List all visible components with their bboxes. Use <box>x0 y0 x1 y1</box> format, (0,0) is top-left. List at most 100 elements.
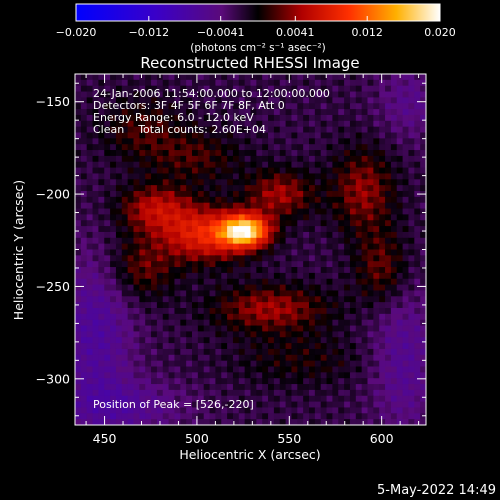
heatmap-cell <box>344 325 351 332</box>
heatmap-cell <box>104 226 111 233</box>
heatmap-cell <box>332 343 339 350</box>
heatmap-cell <box>110 360 117 368</box>
heatmap-cell <box>133 120 140 128</box>
heatmap-cell <box>420 261 426 268</box>
heatmap-cell <box>168 389 176 397</box>
heatmap-cell <box>420 155 426 163</box>
heatmap-cell <box>268 179 275 186</box>
heatmap-cell <box>256 220 263 227</box>
heatmap-cell <box>390 354 398 362</box>
heatmap-cell <box>408 103 415 110</box>
heatmap-cell <box>86 366 94 373</box>
heatmap-cell <box>303 97 310 104</box>
heatmap-cell <box>390 185 398 192</box>
heatmap-cell <box>338 231 345 239</box>
heatmap-cell <box>326 389 333 397</box>
heatmap-cell <box>250 366 257 373</box>
heatmap-cell <box>250 161 257 169</box>
heatmap-cell <box>349 360 357 368</box>
heatmap-cell <box>385 144 392 151</box>
heatmap-cell <box>268 308 275 315</box>
heatmap-cell <box>262 161 269 169</box>
heatmap-cell <box>145 384 152 391</box>
heatmap-cell <box>98 360 105 368</box>
heatmap-cell <box>192 313 199 321</box>
heatmap-cell <box>115 348 123 356</box>
heatmap-cell <box>232 196 240 204</box>
heatmap-cell <box>379 354 386 362</box>
heatmap-cell <box>121 389 129 397</box>
heatmap-cell <box>192 337 199 344</box>
heatmap-cell <box>373 354 380 362</box>
heatmap-cell <box>373 255 380 262</box>
heatmap-cell <box>344 337 351 344</box>
heatmap-cell <box>156 237 164 245</box>
heatmap-cell <box>373 302 380 309</box>
heatmap-cell <box>262 109 269 116</box>
heatmap-cell <box>367 308 374 315</box>
heatmap-cell <box>379 191 386 198</box>
heatmap-cell <box>104 91 111 98</box>
heatmap-cell <box>244 343 252 350</box>
heatmap-cell <box>139 325 146 332</box>
heatmap-cell <box>367 114 374 122</box>
heatmap-cell <box>104 407 111 414</box>
heatmap-cell <box>197 179 205 186</box>
heatmap-cell <box>268 191 275 198</box>
heatmap-cell <box>98 296 105 303</box>
heatmap-cell <box>197 272 205 280</box>
heatmap-cell <box>361 272 369 280</box>
heatmap-cell <box>420 401 426 409</box>
heatmap-cell <box>110 237 117 245</box>
heatmap-cell <box>332 267 339 274</box>
heatmap-cell <box>151 413 158 420</box>
heatmap-cell <box>209 97 216 104</box>
heatmap-cell <box>121 103 129 110</box>
heatmap-cell <box>156 132 164 139</box>
heatmap-cell <box>232 226 240 233</box>
heatmap-cell <box>349 278 357 286</box>
heatmap-cell <box>326 220 333 227</box>
heatmap-cell <box>291 249 298 256</box>
heatmap-cell <box>314 167 322 175</box>
heatmap-cell <box>145 272 152 280</box>
heatmap-cell <box>121 331 129 338</box>
heatmap-cell <box>349 167 357 175</box>
heatmap-cell <box>355 261 363 268</box>
heatmap-cell <box>139 191 146 198</box>
heatmap-cell <box>262 243 269 251</box>
heatmap-cell <box>227 366 234 373</box>
heatmap-cell <box>92 296 99 303</box>
heatmap-cell <box>268 120 275 128</box>
heatmap-cell <box>98 214 105 221</box>
heatmap-cell <box>139 202 146 210</box>
heatmap-cell <box>279 231 287 239</box>
heatmap-cell <box>414 144 421 151</box>
heatmap-cell <box>80 161 88 169</box>
heatmap-cell <box>221 179 228 186</box>
heatmap-cell <box>303 79 310 87</box>
heatmap-cell <box>355 284 363 292</box>
heatmap-cell <box>151 395 158 403</box>
heatmap-cell <box>349 196 357 204</box>
heatmap-cell <box>379 372 386 379</box>
heatmap-cell <box>209 313 216 321</box>
heatmap-cell <box>262 132 269 139</box>
heatmap-cell <box>414 155 421 163</box>
heatmap-cell <box>121 325 129 332</box>
heatmap-cell <box>203 378 211 385</box>
heatmap-cell <box>291 85 298 93</box>
heatmap-cell <box>75 214 82 221</box>
heatmap-cell <box>75 384 82 391</box>
heatmap-cell <box>244 319 252 327</box>
heatmap-cell <box>115 144 123 151</box>
heatmap-cell <box>268 243 275 251</box>
heatmap-cell <box>192 144 199 151</box>
heatmap-cell <box>127 144 135 151</box>
heatmap-cell <box>139 360 146 368</box>
heatmap-cell <box>221 167 228 175</box>
heatmap-cell <box>86 325 94 332</box>
heatmap-cell <box>414 261 421 268</box>
heatmap-cell <box>104 150 111 157</box>
heatmap-cell <box>326 272 333 280</box>
